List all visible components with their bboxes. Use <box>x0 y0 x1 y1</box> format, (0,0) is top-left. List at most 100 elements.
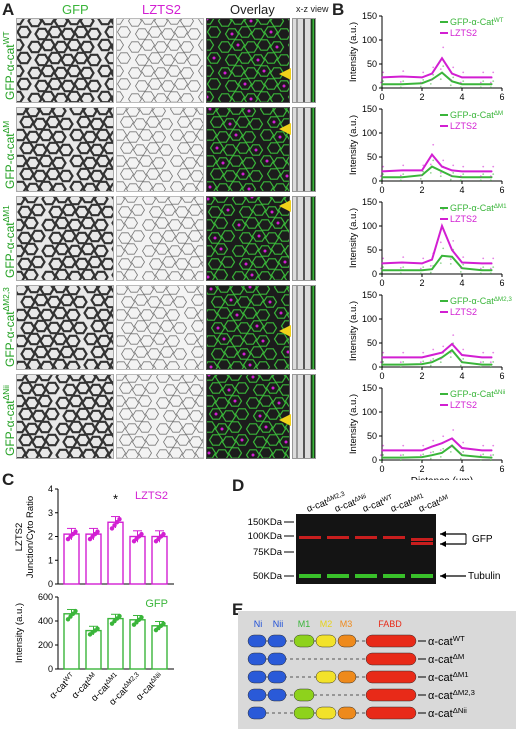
marker-label-2: 75KDa <box>253 547 283 558</box>
magenta-point <box>439 68 442 70</box>
domain-m3 <box>337 634 357 648</box>
magenta-point <box>419 454 422 457</box>
green-point <box>429 364 432 367</box>
gfp-bar-chart: 0 200 400 600 GFP Intensity (a.u.) <box>14 592 174 674</box>
green-point <box>479 272 482 275</box>
green-series-line <box>382 348 492 366</box>
overlay-image-0 <box>206 18 290 103</box>
magenta-point <box>382 257 385 260</box>
panel-c-bar-charts: 0 1 2 3 4 LZTS2 LZTS2Junction/Cyto Ratio * 0 200 4… <box>14 484 174 708</box>
green-point <box>449 450 452 453</box>
green-point <box>449 84 452 87</box>
green-point <box>429 171 432 174</box>
magenta-point <box>399 361 402 364</box>
magenta-series-line <box>382 342 492 359</box>
y-tick-label: 400 <box>38 616 53 626</box>
green-point <box>382 80 385 82</box>
marker-label-0: 150KDa <box>248 517 283 528</box>
gfp-label: GFP <box>472 534 493 545</box>
x-tick-label: 4 <box>459 278 464 288</box>
green-point <box>379 366 382 369</box>
y-axis-label: Intensity (a.u.) <box>348 22 359 82</box>
y-tick-label: 200 <box>38 640 53 650</box>
domain-m1 <box>293 688 315 702</box>
green-point <box>419 177 422 180</box>
magenta-point <box>432 143 435 146</box>
green-point <box>482 173 485 175</box>
profile-plot-0: 0 50 100 150 0 2 4 6 Intensity (a.u.) GFP-α-CatWT… <box>348 11 505 102</box>
green-point <box>449 356 452 359</box>
tubulin-band <box>327 574 349 578</box>
y-tick-label: 100 <box>362 128 377 138</box>
magenta-point <box>492 351 495 354</box>
magenta-point <box>479 81 482 84</box>
row-label-3: GFP-α-catΔM2,3 <box>1 287 17 367</box>
yellow-arrow-icon-3 <box>279 325 291 337</box>
magenta-point <box>449 445 452 448</box>
magenta-point <box>442 345 445 348</box>
magenta-point <box>379 454 382 457</box>
bar <box>129 535 146 585</box>
green-point <box>482 453 485 456</box>
profile-plot-3: 0 50 100 150 0 2 4 6 Intensity (a.u.) GFP-α-CatΔM… <box>348 290 512 381</box>
magenta-point <box>379 175 382 178</box>
x-tick-label: 2 <box>419 371 424 381</box>
header-gfp: GFP <box>62 2 89 17</box>
green-point <box>439 78 442 81</box>
green-point <box>399 272 402 275</box>
data-point <box>112 523 117 528</box>
green-point <box>402 80 405 82</box>
magenta-point <box>419 174 422 177</box>
magenta-point <box>479 267 482 270</box>
magenta-point <box>402 164 405 167</box>
x-tick-label: 0 <box>379 371 384 381</box>
domain-m2 <box>315 670 337 684</box>
green-point <box>399 459 402 462</box>
gfp-band <box>383 536 405 539</box>
significance-star: * <box>113 492 118 507</box>
construct-row-3: α-catΔM2,3 <box>247 688 475 702</box>
legend-magenta-label: LZTS2 <box>450 121 477 131</box>
magenta-point <box>379 267 382 270</box>
x-tick-label: 0 <box>379 464 384 474</box>
magenta-point <box>439 171 442 174</box>
gfp-band <box>411 538 433 541</box>
construct-row-1: α-catΔM <box>247 652 464 666</box>
green-point <box>422 170 425 173</box>
data-point <box>161 621 166 626</box>
legend-green-label: GFP-α-CatΔM1 <box>450 203 507 214</box>
domain-label-m1: M1 <box>298 619 311 629</box>
y-tick-label: 50 <box>367 338 377 348</box>
overlay-image-1 <box>206 107 290 192</box>
magenta-point <box>459 266 462 269</box>
green-point <box>482 80 485 82</box>
xz-image-1 <box>292 107 316 192</box>
y-tick-label: 0 <box>372 176 377 186</box>
magenta-point <box>382 444 385 447</box>
green-point <box>462 80 465 82</box>
overlay-image-3 <box>206 285 290 370</box>
green-point <box>402 266 405 268</box>
magenta-point <box>449 78 452 81</box>
yellow-arrow-icon-2 <box>279 200 291 212</box>
y-tick-label: 0 <box>372 269 377 279</box>
magenta-point <box>429 451 432 454</box>
magenta-point <box>422 444 425 447</box>
x-tick-label: 6 <box>499 464 504 474</box>
magenta-point <box>429 359 432 362</box>
overlay-image-4 <box>206 374 290 459</box>
y-axis-label: Intensity (a.u.) <box>348 394 359 454</box>
domain-fabd <box>365 706 417 720</box>
magenta-point <box>442 159 445 162</box>
x-tick-label: 2 <box>419 278 424 288</box>
y-tick-label: 0 <box>372 83 377 93</box>
magenta-point <box>399 454 402 457</box>
green-point <box>419 272 422 275</box>
xz-image-4 <box>292 374 316 459</box>
gfp-chart-label: GFP <box>145 598 168 610</box>
green-point <box>439 361 442 364</box>
magenta-point <box>452 164 455 167</box>
panel-d-letter: D <box>232 476 245 495</box>
y-tick-label: 50 <box>367 59 377 69</box>
tubulin-label: Tubulin <box>468 571 500 582</box>
